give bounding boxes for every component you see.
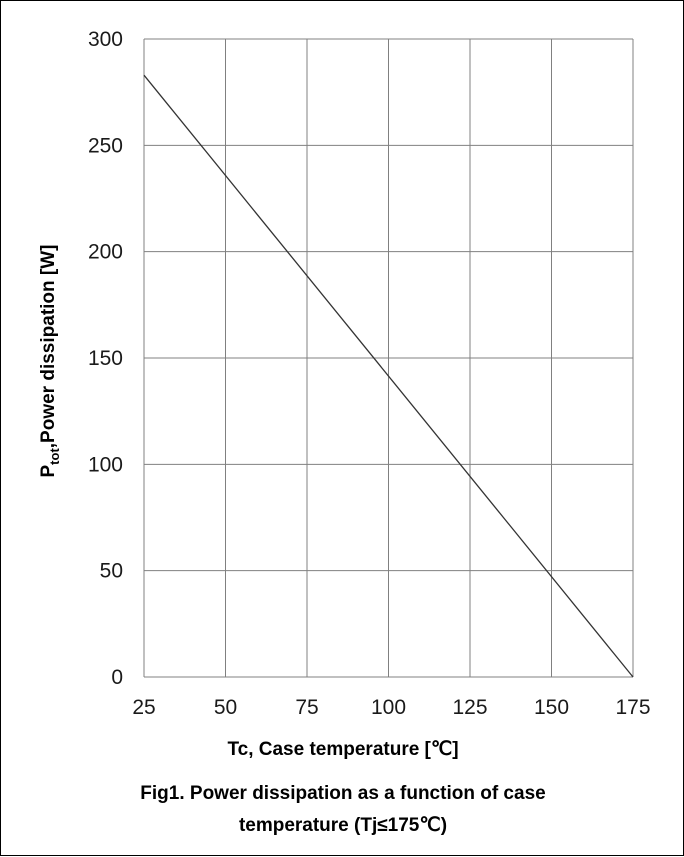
power-dissipation-line: [143, 74, 634, 678]
y-tick-label: 100: [88, 453, 123, 476]
x-axis-label: Tc, Case temperature [℃]: [227, 739, 459, 760]
caption-line-2: temperature (Tj≤175℃): [238, 815, 448, 836]
series-layer: [143, 74, 634, 678]
y-tick-label: 0: [111, 666, 123, 689]
x-tick-label: 175: [615, 696, 650, 719]
y-tick-label: 50: [100, 560, 123, 583]
y-axis-label: Ptot,Power dissipation [W]: [38, 244, 62, 477]
x-tick-label: 125: [452, 696, 487, 719]
x-tick-label: 25: [132, 696, 155, 719]
figure-caption: Fig1. Power dissipation as a function of…: [1, 778, 684, 842]
x-tick-label: 50: [214, 696, 237, 719]
tick-labels: 25 50 75 100 125 150 175 0 50 100 150 200 250 300: [88, 28, 651, 719]
caption-line-1: Fig1. Power dissipation as a function of…: [140, 783, 546, 804]
x-tick-label: 100: [371, 696, 406, 719]
y-tick-label: 250: [88, 134, 123, 157]
grid-layer: [143, 38, 634, 678]
y-tick-label: 300: [88, 28, 123, 51]
x-tick-label: 75: [295, 696, 318, 719]
y-tick-label: 150: [88, 347, 123, 370]
x-tick-label: 150: [534, 696, 569, 719]
y-tick-label: 200: [88, 241, 123, 264]
